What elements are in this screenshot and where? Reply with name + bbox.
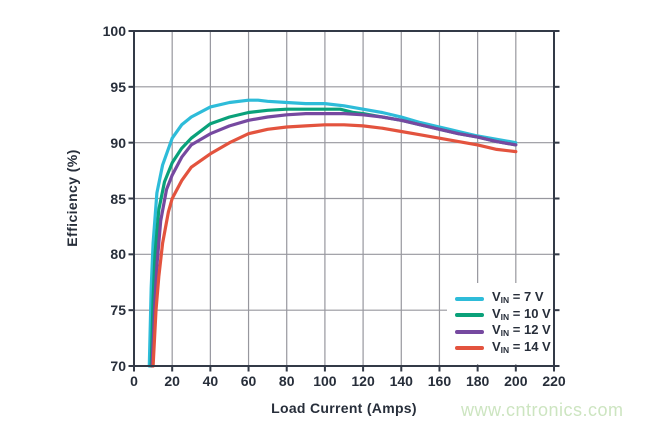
- y-tick-label: 80: [110, 246, 126, 263]
- x-tick-label: 200: [504, 373, 528, 389]
- x-tick-label: 180: [465, 373, 490, 389]
- y-tick-label: 75: [110, 302, 126, 319]
- legend-label: VIN = 12 V: [492, 322, 551, 339]
- x-tick-label: 140: [389, 373, 413, 389]
- y-tick-label: 95: [110, 78, 126, 95]
- legend-line-swatch: [455, 296, 484, 301]
- series-line-4: [151, 123, 518, 368]
- y-axis-title: Efficiency (%): [64, 149, 80, 247]
- x-tick-label: 80: [278, 373, 295, 389]
- legend-item: VIN = 10 V: [447, 305, 551, 323]
- series-line-1: [147, 98, 518, 368]
- legend-line-swatch: [455, 329, 484, 334]
- legend-line-swatch: [455, 346, 484, 351]
- series-line-3: [150, 112, 518, 368]
- legend: VIN = 7 V VIN = 10 V VIN = 12 V VIN = 14 V: [447, 283, 553, 364]
- x-tick-label: 0: [130, 373, 138, 389]
- y-tick-label: 90: [110, 134, 126, 151]
- legend-item: VIN = 14 V: [447, 338, 551, 356]
- x-tick-label: 120: [351, 373, 375, 389]
- y-tick-label: 100: [102, 23, 126, 39]
- x-tick-label: 40: [202, 373, 219, 389]
- legend-label: VIN = 10 V: [492, 305, 551, 322]
- legend-item: VIN = 12 V: [447, 322, 551, 339]
- y-tick-label: 85: [110, 190, 126, 207]
- x-tick-label: 60: [240, 373, 257, 389]
- legend-item: VIN = 7 V: [447, 289, 544, 306]
- x-tick-label: 220: [542, 373, 566, 389]
- legend-label: VIN = 14 V: [492, 338, 551, 355]
- legend-line-swatch: [455, 313, 484, 318]
- plot-border: [133, 30, 555, 367]
- x-tick-label: 100: [313, 373, 337, 389]
- x-tick-label: 160: [427, 373, 452, 389]
- watermark-text: www.cntronics.com: [461, 400, 624, 420]
- x-tick-label: 20: [164, 373, 180, 389]
- legend-label: VIN = 7 V: [492, 289, 544, 305]
- x-axis-title: Load Current (Amps): [271, 400, 417, 416]
- y-tick-label: 70: [110, 358, 126, 374]
